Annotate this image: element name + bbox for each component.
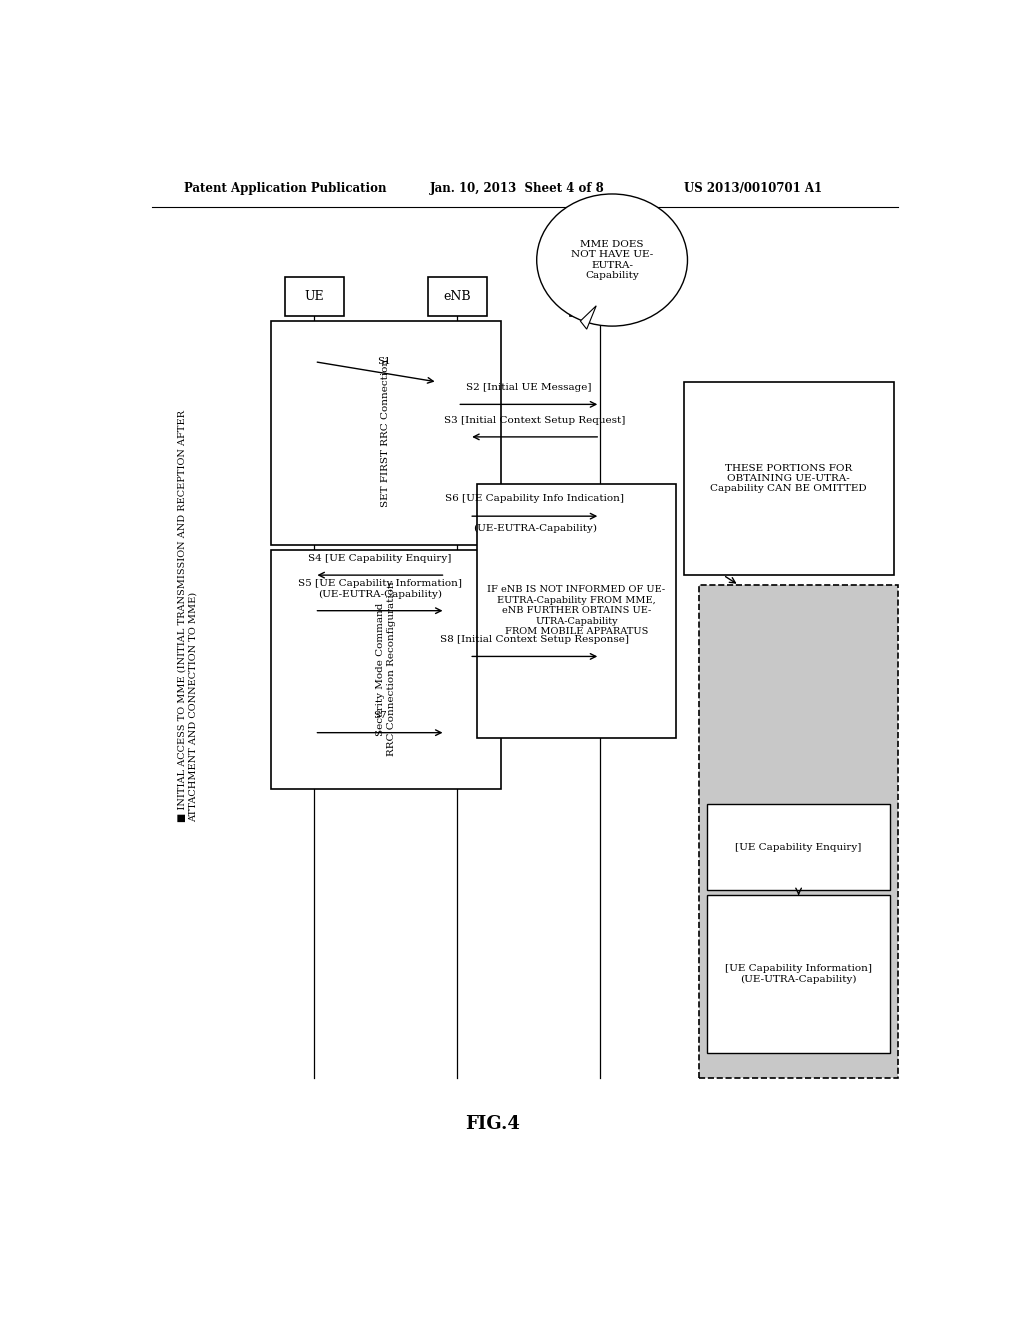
Bar	[428, 277, 487, 315]
Text: FIG.4: FIG.4	[466, 1115, 520, 1133]
Text: eNB: eNB	[443, 290, 471, 304]
Text: S4 [UE Capability Enquiry]: S4 [UE Capability Enquiry]	[308, 554, 452, 562]
Text: Security Mode Command
RRC Connection Reconfiguration: Security Mode Command RRC Connection Rec…	[376, 582, 395, 756]
Text: S1: S1	[377, 358, 391, 366]
Bar	[477, 483, 676, 738]
Bar	[270, 549, 501, 788]
Text: S2 [Initial UE Message]: S2 [Initial UE Message]	[466, 383, 592, 392]
Bar	[570, 277, 630, 315]
Text: SET FIRST RRC Connection: SET FIRST RRC Connection	[381, 359, 390, 507]
Bar	[285, 277, 344, 315]
Text: Patent Application Publication: Patent Application Publication	[183, 182, 386, 195]
Bar	[270, 321, 501, 545]
Text: S5 [UE Capability Information]
(UE-EUTRA-Capability): S5 [UE Capability Information] (UE-EUTRA…	[298, 579, 462, 598]
Text: S3 [Initial Context Setup Request]: S3 [Initial Context Setup Request]	[444, 416, 626, 425]
Text: [UE Capability Enquiry]: [UE Capability Enquiry]	[735, 842, 862, 851]
Text: ■ INITIAL ACCESS TO MME (INITIAL TRANSMISSION AND RECEPTION AFTER
ATTACHMENT AND: ■ INITIAL ACCESS TO MME (INITIAL TRANSMI…	[178, 409, 198, 822]
Bar	[699, 585, 898, 1078]
Text: UE: UE	[305, 290, 325, 304]
Ellipse shape	[537, 194, 687, 326]
Text: Jan. 10, 2013  Sheet 4 of 8: Jan. 10, 2013 Sheet 4 of 8	[430, 182, 604, 195]
Bar	[708, 895, 890, 1053]
Text: THESE PORTIONS FOR
OBTAINING UE-UTRA-
Capability CAN BE OMITTED: THESE PORTIONS FOR OBTAINING UE-UTRA- Ca…	[711, 463, 867, 494]
Bar	[708, 804, 890, 890]
Text: MME: MME	[583, 290, 617, 304]
Text: US 2013/0010701 A1: US 2013/0010701 A1	[684, 182, 821, 195]
Text: MME DOES
NOT HAVE UE-
EUTRA-
Capability: MME DOES NOT HAVE UE- EUTRA- Capability	[571, 240, 653, 280]
Text: (UE-EUTRA-Capability): (UE-EUTRA-Capability)	[473, 524, 597, 533]
Bar	[684, 381, 894, 576]
Text: S8 [Initial Context Setup Response]: S8 [Initial Context Setup Response]	[440, 635, 629, 644]
Text: S7: S7	[373, 711, 387, 721]
Text: S6 [UE Capability Info Indication]: S6 [UE Capability Info Indication]	[445, 494, 625, 503]
Text: [UE Capability Information]
(UE-UTRA-Capability): [UE Capability Information] (UE-UTRA-Cap…	[725, 965, 872, 983]
Text: IF eNB IS NOT INFORMED OF UE-
EUTRA-Capability FROM MME,
eNB FURTHER OBTAINS UE-: IF eNB IS NOT INFORMED OF UE- EUTRA-Capa…	[487, 585, 666, 636]
Polygon shape	[581, 306, 596, 329]
